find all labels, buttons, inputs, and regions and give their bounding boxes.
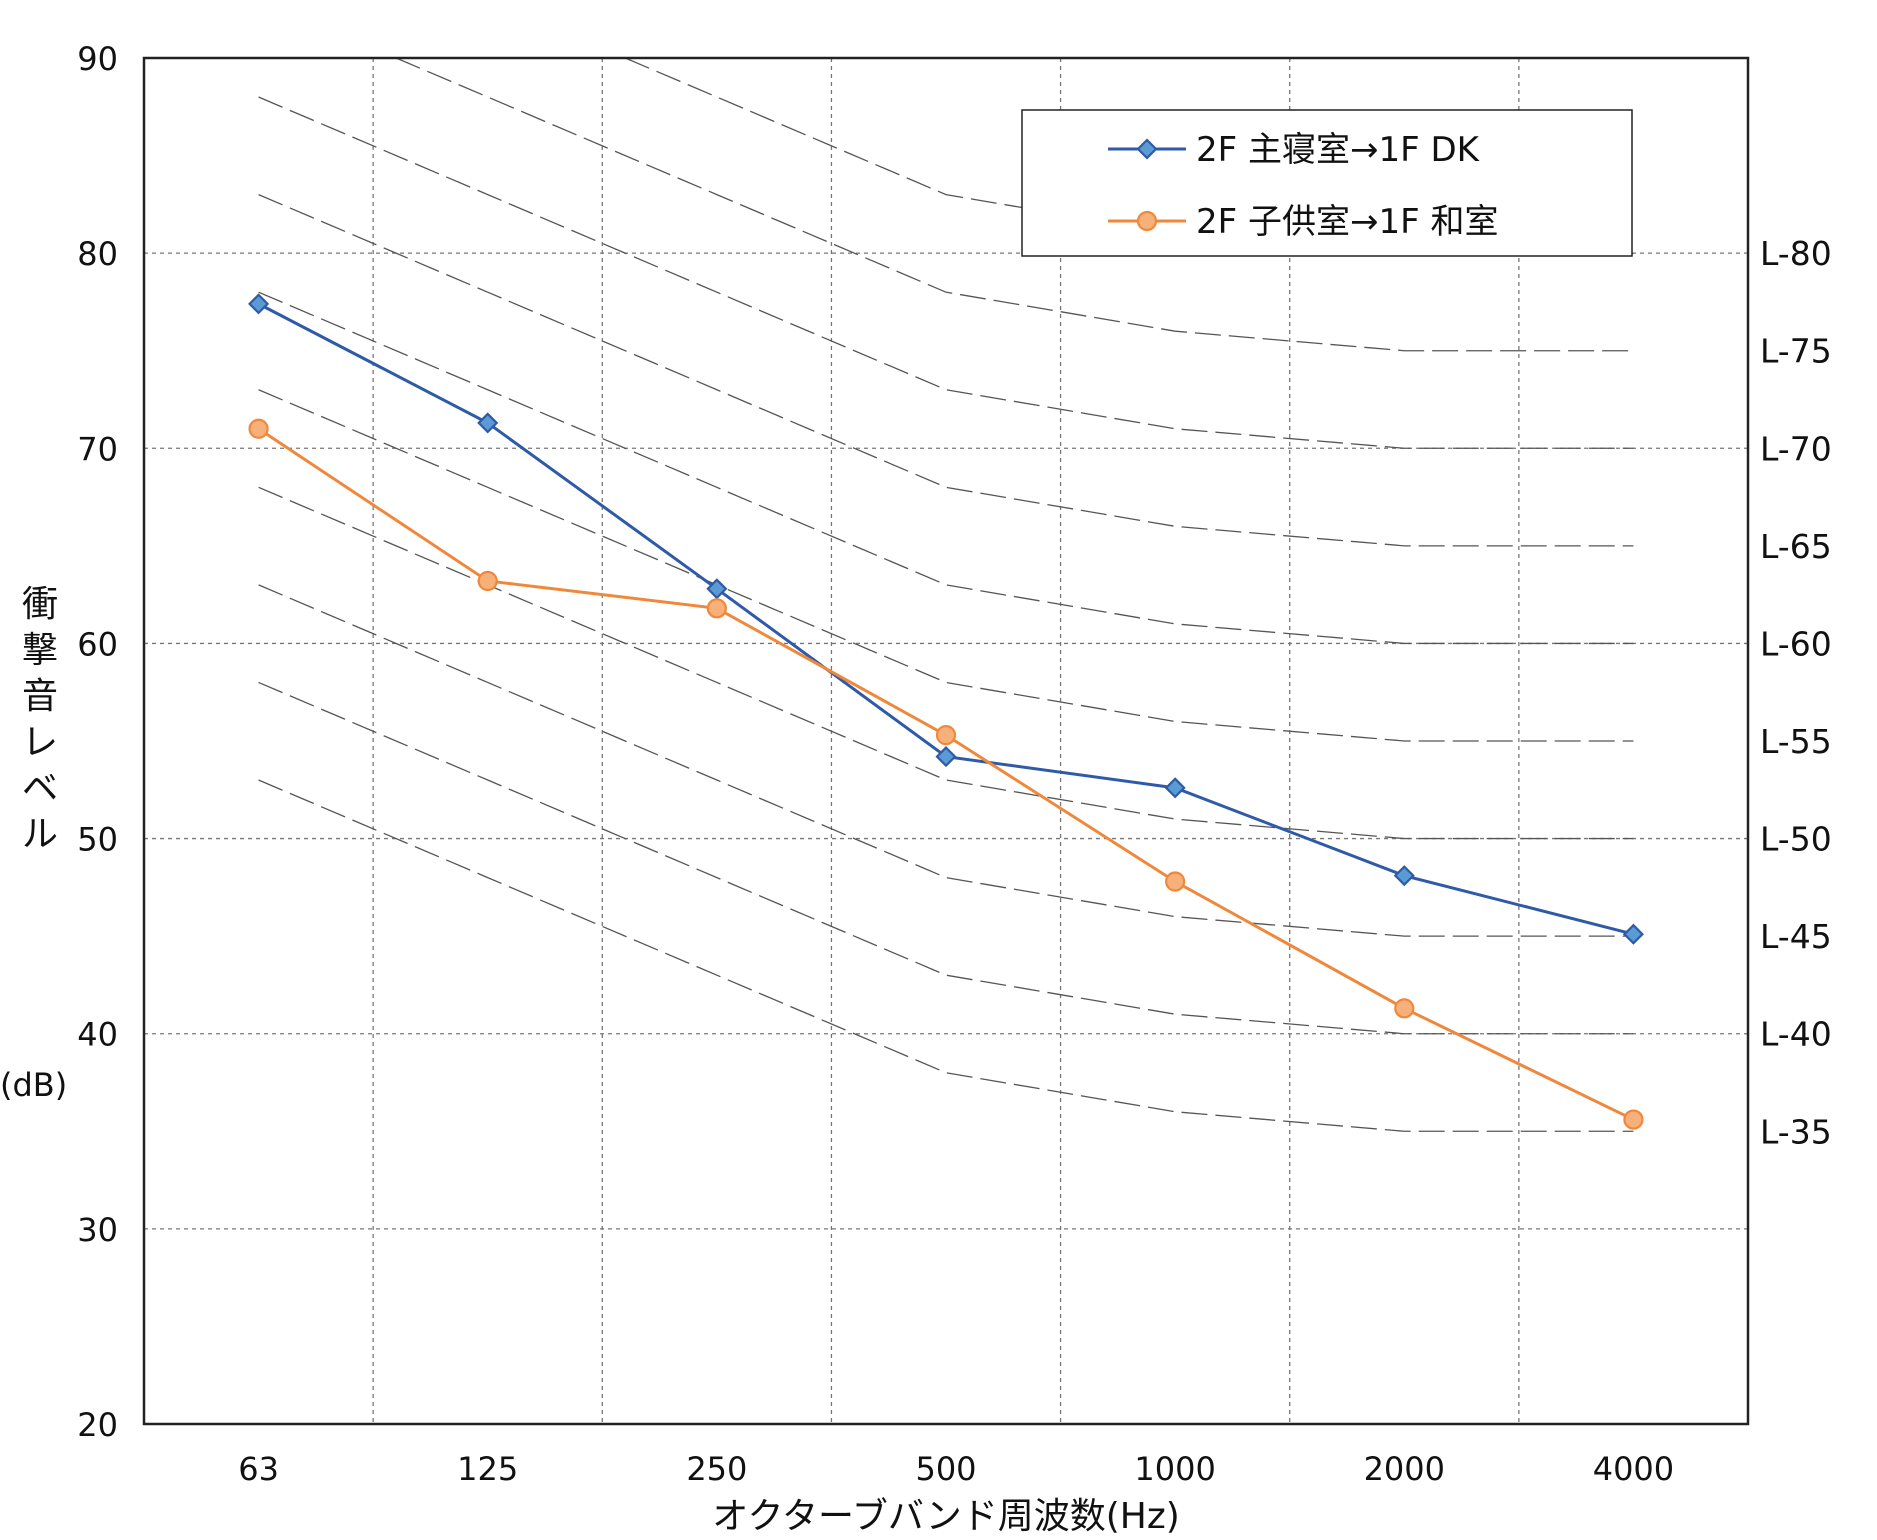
- plot-frame: [142, 56, 1750, 1426]
- series-point-diamond: [706, 578, 728, 600]
- y-axis-title-char: ベ: [22, 768, 58, 809]
- y-axis-title-char: 音: [22, 676, 58, 717]
- y-tick-label: 30: [77, 1211, 118, 1249]
- x-axis-title: オクターブバンド周波数(Hz): [712, 1496, 1180, 1536]
- y-tick-label: 80: [77, 235, 118, 273]
- series-point-diamond: [248, 293, 270, 315]
- series-point-circle: [1165, 871, 1186, 892]
- legend-label: 2F 主寝室→1F DK: [1196, 130, 1481, 170]
- reference-curve-label: L-65: [1760, 527, 1832, 566]
- legend: 2F 主寝室→1F DK 2F 子供室→1F 和室: [1021, 109, 1633, 257]
- series-line: [257, 427, 1635, 1121]
- y-axis-title-char: 衝: [22, 584, 58, 625]
- series-point-diamond: [1164, 777, 1186, 799]
- series-line: [257, 302, 1634, 936]
- y-axis-title-char: 撃: [22, 630, 58, 671]
- series-layer: [248, 293, 1644, 1130]
- axis-layer: 20 30 40 50 60 70 80 90 63 125 250 500 1000 2000 4000 オ…: [0, 40, 1674, 1537]
- reference-labels-layer: L-80 L-75 L-70 L-65 L-60 L-55 L-50 L-45 L-40 L-35: [1760, 234, 1832, 1151]
- reference-curve-label: L-80: [1760, 234, 1832, 273]
- series-point-circle: [1623, 1109, 1644, 1130]
- series-point-diamond: [477, 412, 499, 434]
- reference-curve: [395, 57, 1634, 352]
- y-tick-label: 90: [77, 40, 118, 78]
- reference-curve-label: L-35: [1760, 1112, 1832, 1151]
- series-point-circle: [1394, 998, 1415, 1019]
- reference-curve: [258, 681, 1634, 1035]
- y-tick-label: 40: [77, 1016, 118, 1054]
- series-point-circle: [706, 598, 727, 619]
- y-tick-label: 60: [77, 625, 118, 663]
- grid-layer: [144, 58, 1748, 1424]
- reference-curve: [258, 291, 1634, 645]
- x-tick-label: 1000: [1134, 1450, 1215, 1488]
- reference-curve-label: L-50: [1760, 820, 1832, 859]
- x-tick-label: 250: [686, 1450, 747, 1488]
- reference-curve-label: L-55: [1760, 722, 1832, 761]
- series-point-circle: [935, 725, 957, 746]
- y-tick-label: 50: [77, 821, 118, 859]
- series-point-circle: [248, 418, 269, 439]
- reference-curve-label: L-40: [1760, 1015, 1832, 1054]
- reference-curve: [258, 779, 1634, 1132]
- reference-curve: [258, 389, 1634, 742]
- series-point-diamond: [935, 746, 957, 768]
- series-point-diamond: [1393, 865, 1415, 887]
- legend-label: 2F 子供室→1F 和室: [1196, 202, 1498, 242]
- x-tick-label: 63: [238, 1450, 279, 1488]
- reference-curve-label: L-75: [1760, 332, 1832, 371]
- reference-curve-label: L-70: [1760, 429, 1832, 468]
- series-point-diamond: [1622, 923, 1644, 945]
- y-axis-title-char: ル: [22, 814, 58, 855]
- reference-curve-label: L-45: [1760, 917, 1832, 956]
- reference-curve-label: L-60: [1760, 624, 1832, 663]
- legend-box: [1021, 109, 1633, 257]
- y-tick-label: 70: [77, 430, 118, 468]
- reference-curve: [258, 486, 1634, 840]
- y-axis-unit: (dB): [0, 1066, 67, 1104]
- x-tick-label: 4000: [1593, 1450, 1674, 1488]
- reference-curve: [258, 194, 1634, 547]
- legend-marker-diamond: [1136, 138, 1158, 160]
- y-tick-label: 20: [77, 1406, 118, 1444]
- x-tick-label: 500: [915, 1450, 976, 1488]
- reference-curve: [258, 584, 1634, 937]
- y-axis-title-char: レ: [22, 722, 58, 763]
- reference-curve: [258, 96, 1634, 449]
- x-tick-label: 125: [457, 1450, 518, 1488]
- series-point-circle: [477, 570, 498, 592]
- x-tick-label: 2000: [1364, 1450, 1445, 1488]
- legend-marker-circle: [1136, 210, 1158, 232]
